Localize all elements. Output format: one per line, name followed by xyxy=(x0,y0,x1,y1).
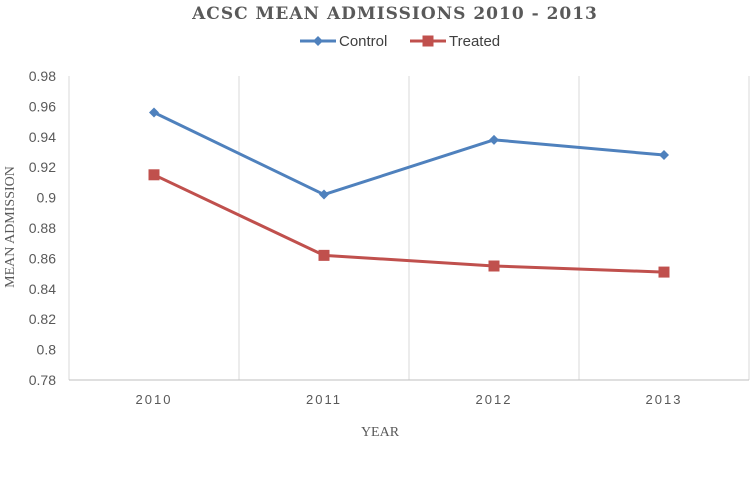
data-point-treated xyxy=(488,260,500,272)
y-tick-label: 0.8 xyxy=(37,342,57,358)
series-line-control xyxy=(153,111,665,197)
legend: Control Treated xyxy=(300,33,500,50)
data-point-treated xyxy=(148,169,160,181)
y-tick-label: 0.84 xyxy=(29,281,56,297)
legend-marker xyxy=(422,35,434,47)
y-axis-ticks: 0.78 0.8 0.82 0.84 0.86 0.88 0.9 0.92 0.94 0.96 0.… xyxy=(29,68,56,388)
x-axis-label: YEAR xyxy=(361,425,400,440)
y-tick-label: 0.78 xyxy=(29,372,56,388)
y-tick-label: 0.92 xyxy=(29,159,56,175)
y-axis-label: MEAN ADMISSION xyxy=(3,166,18,288)
y-tick-label: 0.96 xyxy=(29,98,56,114)
legend-label-treated: Treated xyxy=(449,33,500,50)
data-point-control xyxy=(149,107,159,118)
legend-marker xyxy=(313,36,323,46)
legend-label-control: Control xyxy=(339,33,387,50)
chart-title: ACSC MEAN ADMISSIONS 2010 - 2013 xyxy=(191,4,598,24)
y-tick-label: 0.98 xyxy=(29,68,56,84)
data-point-control xyxy=(319,189,329,200)
data-point-treated xyxy=(318,249,330,261)
y-tick-label: 0.86 xyxy=(29,250,56,266)
y-tick-label: 0.94 xyxy=(29,129,56,145)
y-tick-label: 0.88 xyxy=(29,220,56,236)
x-tick-label: 2011 xyxy=(306,392,342,407)
data-point-treated xyxy=(658,266,670,278)
x-tick-label: 2013 xyxy=(646,392,683,407)
x-tick-label: 2012 xyxy=(476,392,513,407)
data-point-control xyxy=(659,150,669,161)
x-axis-ticks: 2010 2011 2012 2013 xyxy=(136,392,683,407)
series-group xyxy=(148,107,670,278)
plot-grid xyxy=(68,76,750,381)
y-tick-label: 0.9 xyxy=(37,190,57,206)
data-point-control xyxy=(489,134,499,145)
y-tick-label: 0.82 xyxy=(29,311,56,327)
x-tick-label: 2010 xyxy=(136,392,173,407)
series-line-treated xyxy=(153,173,665,274)
